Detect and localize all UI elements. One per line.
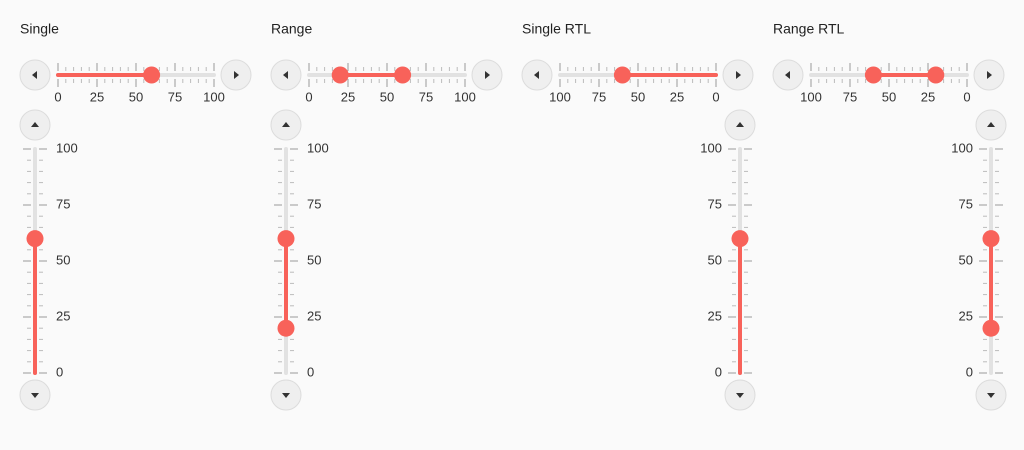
thumb[interactable]	[143, 66, 161, 84]
tick-label: 0	[56, 364, 63, 379]
tick-label: 25	[341, 89, 355, 104]
arrow-icon	[32, 71, 37, 79]
tick-label: 75	[307, 196, 321, 211]
tick-label: 100	[800, 89, 822, 104]
tick-label: 75	[168, 89, 182, 104]
thumb[interactable]	[277, 319, 295, 337]
thumb[interactable]	[277, 230, 295, 248]
arrow-icon	[282, 393, 290, 398]
tick-label: 0	[966, 364, 973, 379]
tick-label: 25	[307, 308, 321, 323]
tick-label: 0	[305, 89, 312, 104]
tick-label: 100	[549, 89, 571, 104]
tick-label: 25	[670, 89, 684, 104]
arrow-icon	[31, 122, 39, 127]
tick-label: 25	[959, 308, 973, 323]
arrow-icon	[31, 393, 39, 398]
tick-label: 75	[56, 196, 70, 211]
panel-title: Single RTL	[522, 21, 591, 37]
tick-label: 0	[54, 89, 61, 104]
tick-label: 100	[307, 140, 329, 155]
thumb[interactable]	[982, 319, 1000, 337]
tick-label: 50	[307, 252, 321, 267]
tick-label: 100	[700, 140, 722, 155]
arrow-icon	[736, 393, 744, 398]
arrow-icon	[987, 393, 995, 398]
panel-title: Range	[271, 21, 312, 37]
tick-label: 0	[715, 364, 722, 379]
arrow-icon	[736, 122, 744, 127]
tick-label: 25	[56, 308, 70, 323]
thumb[interactable]	[331, 66, 349, 84]
arrow-icon	[485, 71, 490, 79]
tick-label: 0	[712, 89, 719, 104]
tick-label: 50	[959, 252, 973, 267]
tick-label: 100	[203, 89, 225, 104]
tick-label: 50	[882, 89, 896, 104]
arrow-icon	[785, 71, 790, 79]
thumb[interactable]	[927, 66, 945, 84]
arrow-icon	[234, 71, 239, 79]
tick-label: 0	[307, 364, 314, 379]
tick-label: 50	[129, 89, 143, 104]
tick-label: 75	[959, 196, 973, 211]
panel-title: Range RTL	[773, 21, 845, 37]
tick-label: 0	[963, 89, 970, 104]
tick-label: 100	[951, 140, 973, 155]
arrow-icon	[987, 122, 995, 127]
arrow-icon	[987, 71, 992, 79]
tick-label: 25	[708, 308, 722, 323]
tick-label: 75	[419, 89, 433, 104]
tick-label: 25	[90, 89, 104, 104]
tick-label: 75	[592, 89, 606, 104]
tick-label: 100	[454, 89, 476, 104]
arrow-icon	[534, 71, 539, 79]
tick-label: 75	[843, 89, 857, 104]
tick-label: 50	[631, 89, 645, 104]
thumb[interactable]	[731, 230, 749, 248]
thumb[interactable]	[394, 66, 412, 84]
arrow-icon	[736, 71, 741, 79]
arrow-icon	[283, 71, 288, 79]
thumb[interactable]	[864, 66, 882, 84]
arrow-icon	[282, 122, 290, 127]
thumb[interactable]	[613, 66, 631, 84]
thumb[interactable]	[982, 230, 1000, 248]
tick-label: 50	[56, 252, 70, 267]
tick-label: 50	[708, 252, 722, 267]
tick-label: 75	[708, 196, 722, 211]
tick-label: 100	[56, 140, 78, 155]
tick-label: 25	[921, 89, 935, 104]
panel-title: Single	[20, 21, 59, 37]
thumb[interactable]	[26, 230, 44, 248]
tick-label: 50	[380, 89, 394, 104]
